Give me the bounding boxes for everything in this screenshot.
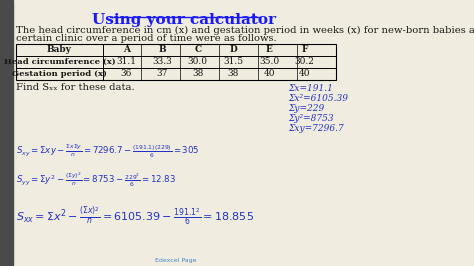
Text: Head circumference (x): Head circumference (x) — [4, 58, 115, 66]
Text: A: A — [123, 45, 130, 55]
Text: 38: 38 — [228, 69, 239, 78]
Text: 30.0: 30.0 — [188, 57, 208, 66]
Text: Σy=229: Σy=229 — [288, 104, 325, 113]
Text: 31.1: 31.1 — [116, 57, 137, 66]
Text: $S_{yy}=\Sigma y^2-\frac{(\Sigma y)^2}{n}=8753-\frac{229^2}{6}=12.83$: $S_{yy}=\Sigma y^2-\frac{(\Sigma y)^2}{n… — [16, 170, 176, 189]
Bar — [16, 44, 336, 80]
Bar — [0, 0, 13, 266]
Text: 31.5: 31.5 — [223, 57, 244, 66]
Text: The head circumference in cm (x) and gestation period in weeks (x) for new-born : The head circumference in cm (x) and ges… — [16, 26, 474, 35]
Text: 38: 38 — [192, 69, 203, 78]
Text: 40: 40 — [299, 69, 310, 78]
Text: Gestation period (x): Gestation period (x) — [12, 70, 107, 78]
Text: Σx²=6105.39: Σx²=6105.39 — [288, 94, 348, 103]
Text: Using your calculator: Using your calculator — [92, 13, 276, 27]
Text: 40: 40 — [263, 69, 275, 78]
Text: E: E — [265, 45, 273, 55]
Text: Σxy=7296.7: Σxy=7296.7 — [288, 124, 344, 133]
Text: Edexcel Page: Edexcel Page — [155, 258, 197, 263]
Text: 30.2: 30.2 — [295, 57, 315, 66]
Text: Find Sₓₓ for these data.: Find Sₓₓ for these data. — [16, 83, 135, 92]
Text: 35.0: 35.0 — [259, 57, 279, 66]
Text: F: F — [301, 45, 308, 55]
Text: 33.3: 33.3 — [152, 57, 172, 66]
Text: Baby: Baby — [47, 45, 72, 55]
Text: Σy²=8753: Σy²=8753 — [288, 114, 334, 123]
Text: D: D — [229, 45, 237, 55]
Text: C: C — [194, 45, 201, 55]
Text: 37: 37 — [156, 69, 168, 78]
Text: Σx=191.1: Σx=191.1 — [288, 84, 333, 93]
Text: $S_{xx}=\Sigma x^2-\frac{(\Sigma x)^2}{n}=6105.39-\frac{191.1^2}{6}=18.855$: $S_{xx}=\Sigma x^2-\frac{(\Sigma x)^2}{n… — [16, 205, 255, 227]
Text: certain clinic over a period of time were as follows.: certain clinic over a period of time wer… — [16, 34, 277, 43]
Text: 36: 36 — [121, 69, 132, 78]
Text: B: B — [158, 45, 166, 55]
Text: $S_{xy}=\Sigma xy-\frac{\Sigma x\Sigma y}{n}=7296.7-\frac{(191.1)(229)}{6}=305$: $S_{xy}=\Sigma xy-\frac{\Sigma x\Sigma y… — [16, 142, 200, 160]
